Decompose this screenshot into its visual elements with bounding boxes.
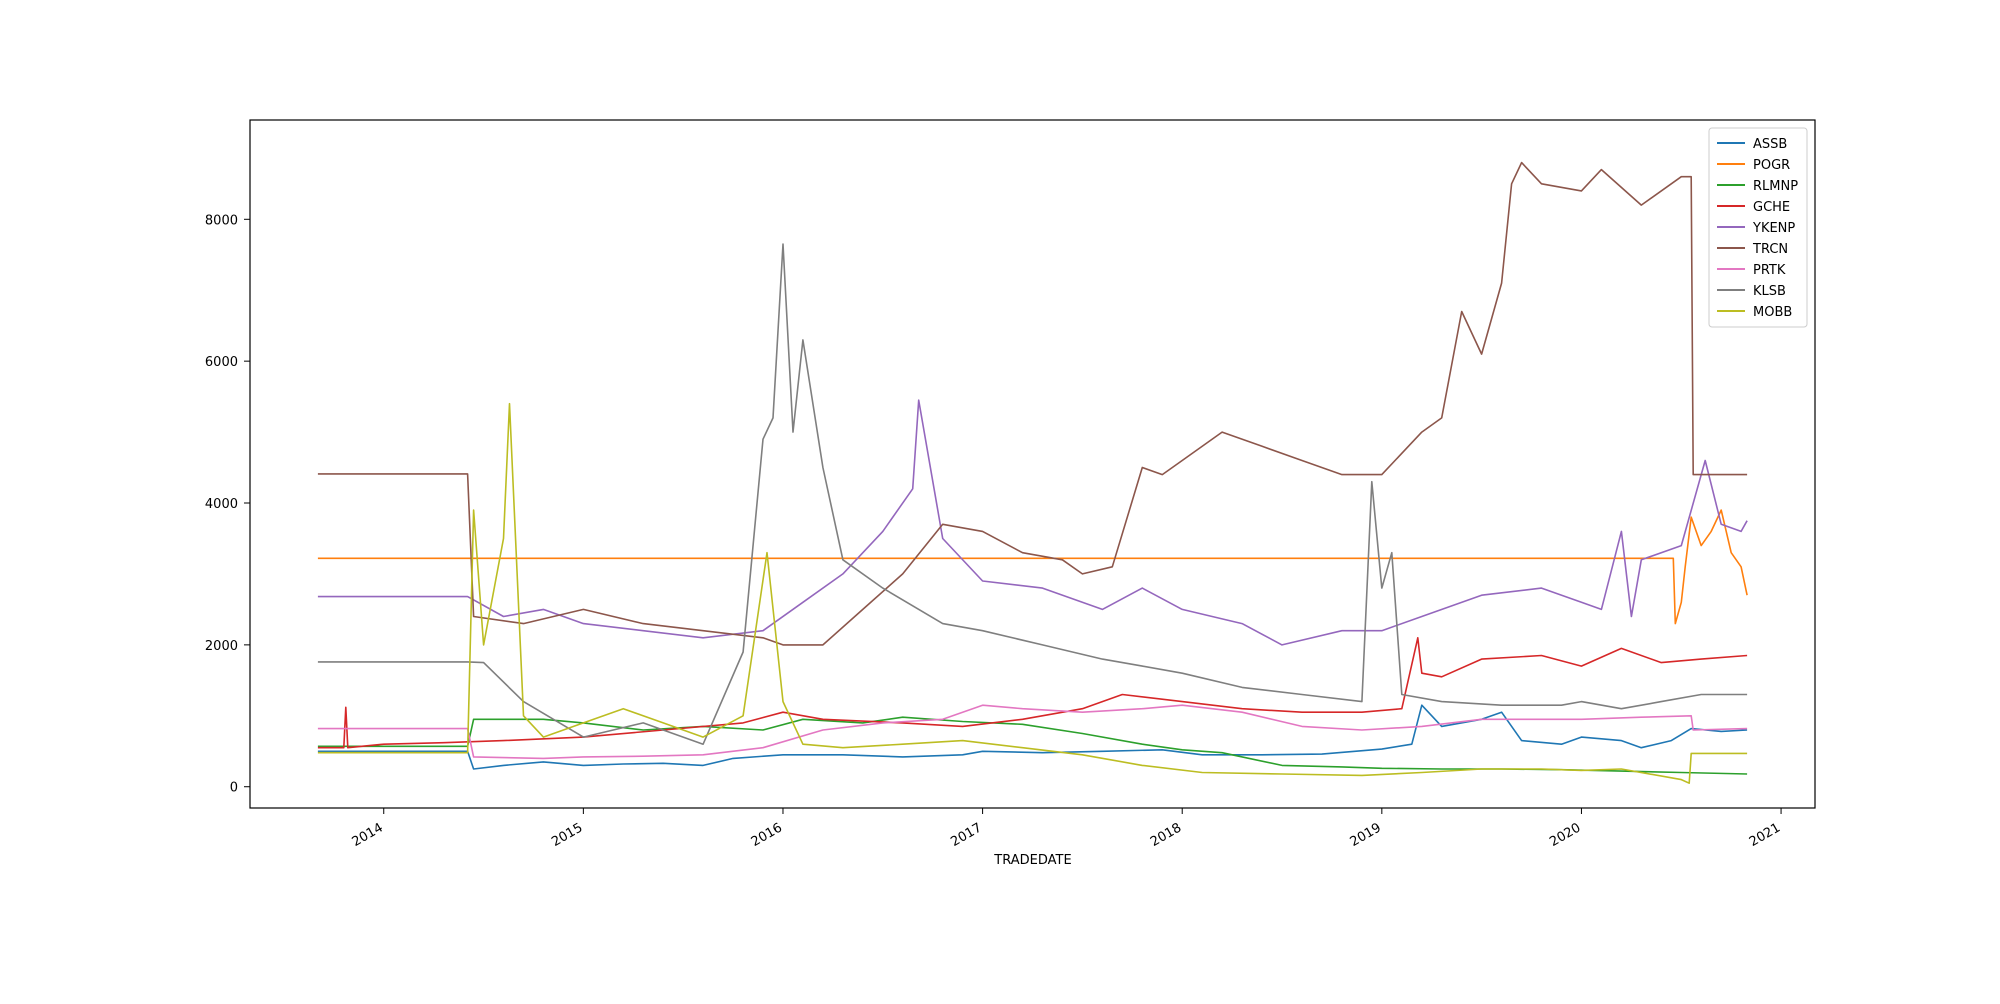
legend-label-prtk[interactable]: PRTK [1753, 263, 1786, 278]
y-tick-label: 2000 [205, 639, 238, 654]
x-tick-label: 2021 [1747, 820, 1783, 850]
series-line-ykenp [317, 399, 1748, 646]
series-line-pogr [317, 509, 1748, 625]
y-tick-label: 8000 [205, 213, 238, 228]
series-line-mobb [317, 402, 1748, 785]
plot-frame [249, 119, 1816, 809]
legend-label-klsb[interactable]: KLSB [1753, 284, 1786, 299]
legend-label-trcn[interactable]: TRCN [1752, 242, 1788, 257]
x-tick-label: 2014 [350, 820, 386, 850]
legend-label-ykenp[interactable]: YKENP [1752, 221, 1795, 236]
x-tick-label: 2018 [1148, 820, 1184, 850]
y-axis: 0 2000 4000 6000 8000 [205, 213, 250, 796]
x-axis-label: TRADEDATE [993, 853, 1071, 868]
series-line-trcn [317, 161, 1748, 646]
series-line-assb [317, 704, 1748, 770]
x-axis: 2014 2015 2016 2017 2018 2019 2020 2021 [350, 808, 1783, 850]
y-tick-label: 0 [230, 781, 238, 796]
legend-label-assb[interactable]: ASSB [1753, 137, 1787, 152]
series-layer [317, 161, 1748, 785]
legend-label-mobb[interactable]: MOBB [1753, 305, 1792, 320]
legend[interactable]: ASSB POGR RLMNP GCHE YKENP TRCN PRTK KLSB MOBB [1708, 127, 1808, 328]
legend-label-rlmnp[interactable]: RLMNP [1753, 179, 1798, 194]
y-tick-label: 4000 [205, 497, 238, 512]
legend-frame [1708, 127, 1808, 328]
x-tick-label: 2017 [948, 820, 984, 850]
x-tick-label: 2016 [749, 820, 785, 850]
series-line-gche [317, 636, 1748, 749]
legend-label-gche[interactable]: GCHE [1753, 200, 1790, 215]
y-tick-label: 6000 [205, 355, 238, 370]
x-tick-label: 2015 [549, 820, 585, 850]
plot-background [250, 120, 1815, 808]
series-line-klsb [317, 243, 1748, 746]
legend-label-pogr[interactable]: POGR [1753, 158, 1790, 173]
x-tick-label: 2020 [1547, 820, 1583, 850]
x-tick-label: 2019 [1348, 820, 1384, 850]
series-line-prtk [317, 704, 1748, 760]
